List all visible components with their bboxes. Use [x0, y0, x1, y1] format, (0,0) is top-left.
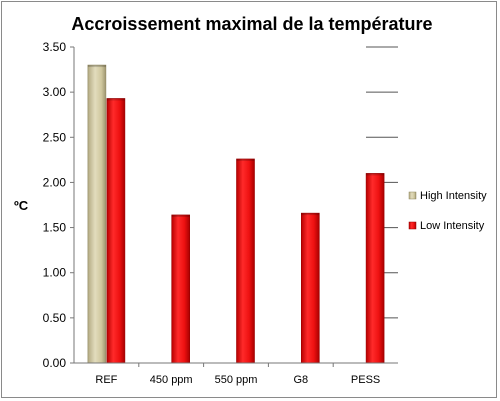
y-tick-label: 0.00 [43, 356, 67, 370]
y-tick-label: 2.00 [43, 175, 67, 189]
y-axis-label: ºC [14, 198, 29, 213]
x-tick-label: 450 ppm [150, 374, 193, 386]
legend-swatch-low-intensity [408, 221, 417, 230]
y-tick-labels: 0.00 0.50 1.00 1.50 2.00 2.50 3.00 3.50 [43, 40, 67, 370]
bar-top-edge [106, 98, 125, 101]
bar-top-edge [171, 214, 190, 217]
bar-low-intensity [106, 98, 126, 364]
y-tick-label: 2.50 [43, 130, 67, 144]
chart-title: Accroissement maximal de la température [71, 14, 432, 34]
axes-layer [70, 46, 398, 367]
y-tick-label: 3.50 [43, 40, 67, 54]
legend-label-high-intensity: High Intensity [420, 190, 487, 202]
legend: High Intensity Low Intensity [408, 190, 487, 232]
legend-label-low-intensity: Low Intensity [420, 220, 485, 232]
y-tick-label: 1.00 [43, 266, 67, 280]
bar-low-intensity [236, 158, 255, 364]
bar-top-edge [366, 173, 385, 176]
x-tick-label: 550 ppm [215, 374, 258, 386]
x-tick-label: REF [95, 374, 117, 386]
y-tick-label: 1.50 [43, 221, 67, 235]
y-tick-label: 0.50 [43, 311, 67, 325]
x-tick-label: PESS [351, 374, 380, 386]
bar-top-edge [236, 158, 255, 161]
bar-low-intensity [300, 212, 320, 364]
legend-swatch-high-intensity [408, 191, 417, 200]
y-tick-label: 3.00 [43, 85, 67, 99]
x-tick-labels: REF 450 ppm 550 ppm G8 PESS [95, 374, 380, 386]
bar-top-edge [87, 65, 106, 68]
bar-low-intensity [171, 214, 190, 364]
bar-low-intensity [365, 173, 385, 364]
x-tick-label: G8 [293, 374, 308, 386]
bars-layer [87, 64, 385, 364]
bar-high-intensity [87, 64, 107, 364]
bar-top-edge [301, 213, 320, 216]
